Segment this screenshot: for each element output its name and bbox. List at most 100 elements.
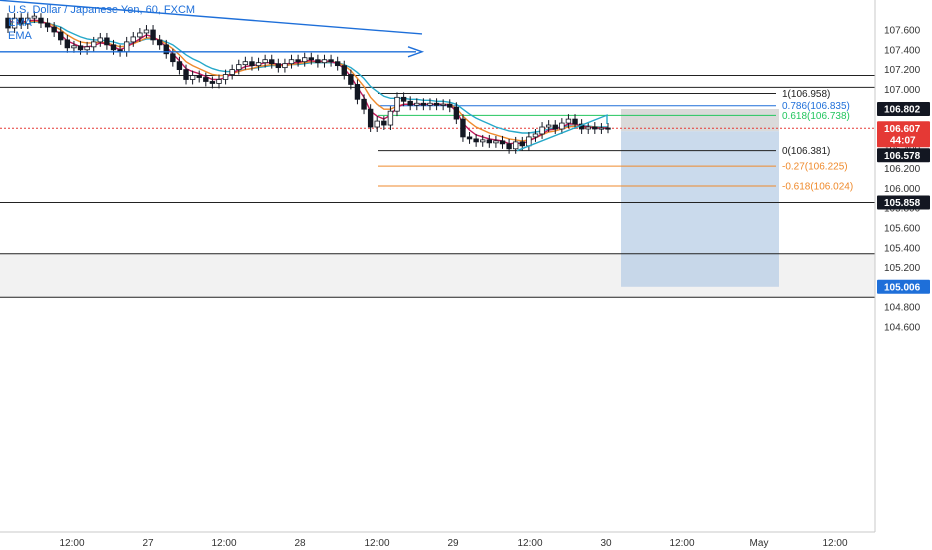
- drawings-layer: [0, 0, 608, 152]
- tag-countdown: 44:07: [890, 135, 916, 146]
- candle-body-9: [64, 39, 71, 49]
- fib-label-2: 0.618(106.738): [782, 111, 850, 122]
- candle-body-4: [31, 15, 38, 19]
- candle-body-10: [71, 45, 77, 49]
- candle-body-7: [51, 26, 57, 33]
- tag-level-2-bg: [877, 279, 930, 294]
- candle-body-8: [58, 31, 64, 41]
- candle-body-45: [302, 57, 308, 63]
- candle-body-25: [170, 53, 176, 63]
- candle-body-37: [249, 61, 255, 67]
- candles-layer: [5, 11, 611, 154]
- candle-body-16: [110, 44, 117, 51]
- candle-body-19: [130, 36, 136, 43]
- candle-body-79: [526, 136, 532, 147]
- candle-body-75: [499, 140, 506, 145]
- levels-layer: [0, 75, 875, 298]
- candle-body-5: [38, 17, 44, 24]
- candle-body-80: [532, 133, 539, 138]
- candle-body-82: [545, 124, 552, 128]
- candle-body-64: [427, 102, 433, 106]
- fib-label-3: 0(106.381): [782, 146, 830, 157]
- price-tick-7: 106.200: [884, 164, 921, 175]
- time-tick-3: 28: [294, 538, 306, 549]
- candle-body-36: [242, 61, 249, 66]
- tag-level-1: 105.858: [884, 198, 921, 209]
- price-tick-0: 107.600: [884, 26, 921, 37]
- candle-body-58: [387, 110, 394, 126]
- candle-body-72: [480, 139, 486, 143]
- candle-body-13: [91, 41, 97, 48]
- candle-body-48: [321, 59, 328, 64]
- candle-body-27: [183, 69, 189, 80]
- candle-body-33: [222, 74, 229, 80]
- tag-last: 106.607: [884, 124, 921, 135]
- candle-body-70: [466, 136, 473, 140]
- candle-body-89: [592, 126, 598, 130]
- candle-body-29: [196, 75, 202, 78]
- time-axis[interactable]: 12:00 27 12:00 28 12:00 29 12:00 30 12:00 May 12:0…: [59, 538, 847, 549]
- time-tick-5: 29: [447, 538, 459, 549]
- candle-body-34: [229, 69, 235, 75]
- candle-body-42: [282, 63, 288, 69]
- candle-body-77: [512, 141, 519, 150]
- candle-body-69: [460, 118, 466, 138]
- candle-body-6: [44, 22, 51, 28]
- fib-label-4: -0.27(106.225): [782, 162, 848, 173]
- candle-body-1: [11, 17, 18, 29]
- candle-body-3: [25, 17, 31, 25]
- time-tick-0: 12:00: [59, 538, 84, 549]
- candle-body-86: [572, 118, 578, 125]
- fib-label-1: 0.786(106.835): [782, 101, 850, 112]
- candle-body-28: [189, 75, 196, 80]
- candle-body-59: [394, 96, 400, 112]
- tag-lower-bg: [877, 148, 930, 163]
- symbol-title[interactable]: U.S. Dollar / Japanese Yen, 60, FXCM: [8, 4, 196, 16]
- zones-layer: [0, 109, 875, 298]
- candle-body-78: [519, 141, 525, 147]
- fib-label-5: -0.618(106.024): [782, 182, 853, 193]
- arrow-head-icon: [407, 46, 425, 58]
- candle-body-31: [209, 81, 216, 84]
- candle-body-71: [473, 138, 479, 143]
- tag-upper-bg: [877, 102, 930, 117]
- candle-body-43: [288, 59, 295, 65]
- tag-level-2: 105.006: [884, 282, 921, 293]
- chart-legend: U.S. Dollar / Japanese Yen, 60, FXCM EMA…: [8, 4, 195, 43]
- time-tick-9: May: [750, 538, 769, 549]
- ema-legend-2[interactable]: EMA: [8, 30, 32, 42]
- candle-body-83: [552, 124, 558, 130]
- candle-body-61: [407, 100, 413, 106]
- candle-body-38: [255, 62, 262, 67]
- candle-body-24: [163, 44, 169, 55]
- price-tick-10: 105.600: [884, 224, 921, 235]
- candle-body-32: [216, 79, 222, 84]
- candle-body-73: [486, 139, 493, 144]
- ema-legend-1[interactable]: EMA: [8, 17, 32, 29]
- candle-body-40: [269, 59, 275, 65]
- descending-trendline: [0, 0, 423, 35]
- candle-body-91: [605, 127, 611, 130]
- candle-body-62: [414, 102, 420, 106]
- candle-body-90: [598, 127, 605, 130]
- time-tick-7: 30: [600, 538, 612, 549]
- candle-body-15: [104, 37, 110, 46]
- candle-body-88: [585, 126, 591, 130]
- price-tick-8: 106.000: [884, 184, 921, 195]
- candle-body-68: [453, 106, 460, 120]
- candle-body-67: [447, 103, 453, 108]
- candle-body-11: [77, 45, 84, 51]
- price-tick-14: 104.800: [884, 303, 921, 314]
- fib-label-0: 1(106.958): [782, 89, 830, 100]
- target-zone: [621, 131, 779, 287]
- candle-body-26: [176, 61, 183, 71]
- candle-body-55: [367, 108, 374, 128]
- candle-body-49: [328, 59, 334, 63]
- candle-body-14: [97, 37, 104, 43]
- price-tick-1: 107.400: [884, 45, 921, 56]
- candle-body-20: [137, 32, 143, 38]
- tag-upper: 106.802: [884, 105, 921, 116]
- time-tick-6: 12:00: [517, 538, 542, 549]
